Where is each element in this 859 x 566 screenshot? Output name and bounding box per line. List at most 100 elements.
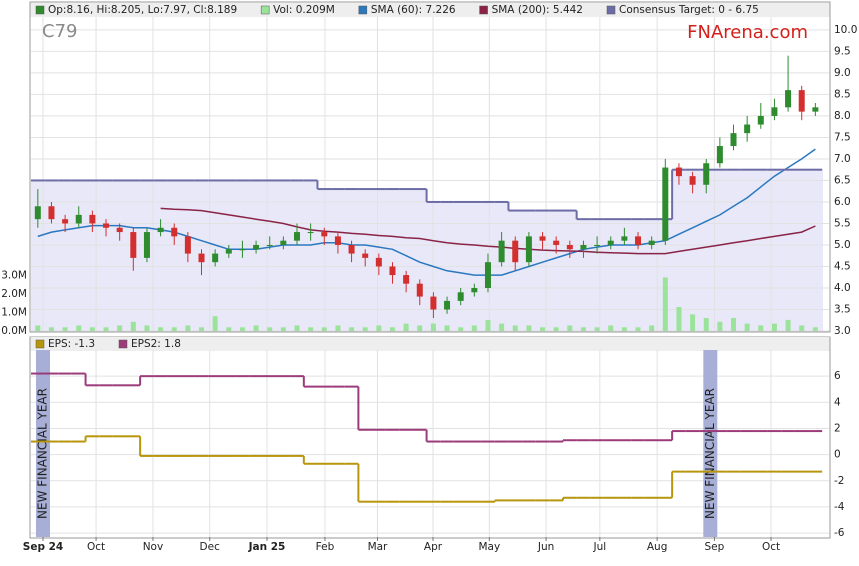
y-tick-label: 6 [834,370,841,382]
volume-tick-label: 2.0M [1,288,27,300]
target-area [644,219,660,331]
candle-body [457,292,464,301]
volume-bar [621,327,627,331]
volume-bar [389,327,395,331]
volume-bar [199,327,205,331]
legend-label: SMA (200): 5.442 [492,4,583,16]
volume-bar [130,321,136,331]
volume-bar [253,325,259,331]
brand: FNArena.com [687,22,808,43]
volume-bar [280,327,286,331]
legend-swatch [35,5,45,15]
candle-body [130,232,137,258]
candle-body [771,107,778,116]
candle-body [744,124,751,134]
candle-body [253,244,260,250]
legend-label: SMA (60): 7.226 [371,4,456,16]
y-tick-label: 6.0 [834,196,851,208]
target-area [794,169,810,331]
y-tick-label: 8.0 [834,110,851,122]
eps-panel [29,336,831,539]
y-tick-label: -6 [834,527,845,539]
volume-bar [580,327,586,331]
x-tick-label: Jun [537,541,554,553]
candle-body [157,227,164,233]
candle-body [375,257,382,267]
target-area [331,189,346,331]
candle-body [362,253,369,258]
candle-body [266,244,273,246]
x-tick-label: Oct [762,541,780,553]
legend-swatch [479,5,488,15]
legend-swatch [358,5,368,15]
target-area [590,219,605,331]
candle-body [785,90,792,108]
candle-body [675,167,682,177]
candle-body [62,219,69,224]
target-area [563,210,578,331]
target-area [549,210,564,331]
volume-bar [744,323,750,331]
candle-body [607,240,614,245]
volume-bar [294,325,300,331]
candle-body [703,163,710,185]
legend-label: Op:8.16, Hi:8.205, Lo:7.97, Cl:8.189 [48,4,237,16]
volume-bar [717,321,723,331]
y-tick-label: 5.5 [834,217,851,229]
volume-bar [89,327,95,331]
target-area [153,180,169,331]
x-tick-label: Feb [316,541,335,553]
target-area [44,180,59,331]
financial-year-band [36,350,51,537]
volume-bar [444,325,450,331]
legend-strip [30,337,830,351]
x-tick-label: Jul [592,541,606,553]
volume-bar [103,327,109,331]
candle-body [648,240,655,245]
volume-bar [662,277,668,331]
volume-bar [703,318,709,331]
y-tick-label: 5.0 [834,239,851,251]
target-area [276,180,291,331]
target-area [249,180,264,331]
y-tick-label: 0 [834,449,841,461]
x-tick-label: Nov [143,541,164,553]
volume-bar [799,325,805,331]
x-tick-label: Sep 24 [23,541,63,553]
volume-tick-label: 1.0M [1,307,27,319]
volume-bar [185,325,191,331]
candle-body [116,227,123,233]
candle-body [484,262,491,288]
candle-body [635,236,642,245]
target-area [726,169,741,331]
volume-bar [471,325,477,331]
target-area [167,180,182,331]
candle-body [594,244,601,246]
y-tick-label: 9.5 [834,45,851,57]
financial-year-label: NEW FINANCIAL YEAR [36,388,50,519]
volume-bar [239,327,245,331]
x-tick-label: Dec [200,541,221,553]
target-area [71,180,87,331]
legend-strip [30,3,830,17]
volume-bar [785,319,791,331]
volume-bar [430,323,436,331]
volume-bar [158,327,164,331]
candle-body [416,283,423,297]
candle-body [498,240,505,263]
volume-tick-label: 3.0M [1,270,27,282]
candle-body [103,223,110,228]
candle-body [471,287,478,293]
y-tick-label: 6.5 [834,174,851,186]
target-area [631,219,646,331]
candle-body [580,244,587,250]
legend-label: EPS: -1.3 [48,338,95,350]
candle-body [184,236,191,254]
target-area [713,169,728,331]
candle-body [143,232,150,258]
candle-body [348,244,355,254]
volume-bar [635,327,641,331]
volume-bar [553,327,559,331]
y-tick-label: 4.0 [834,282,851,294]
target-area [303,180,319,331]
